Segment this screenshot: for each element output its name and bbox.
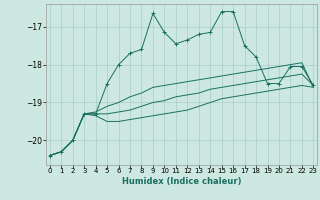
X-axis label: Humidex (Indice chaleur): Humidex (Indice chaleur) [122,177,241,186]
